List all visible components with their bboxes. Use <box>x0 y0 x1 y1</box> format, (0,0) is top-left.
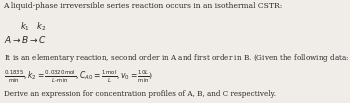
Text: Derive an expression for concentration profiles of A, B, and C respectively.: Derive an expression for concentration p… <box>4 90 275 98</box>
Text: $\frac{0.1835}{\mathrm{min}}, k_2 = \frac{0.0320\,\mathrm{mol}}{L\text{-}\mathrm: $\frac{0.1835}{\mathrm{min}}, k_2 = \fra… <box>4 69 153 85</box>
Text: It is an elementary reaction, second order in A and first order in B. (Given the: It is an elementary reaction, second ord… <box>4 52 350 64</box>
Text: $A \rightarrow B \rightarrow C$: $A \rightarrow B \rightarrow C$ <box>4 34 47 45</box>
Text: $k_1 \quad k_2$: $k_1 \quad k_2$ <box>20 21 47 33</box>
Text: A liquid-phase irreversible series reaction occurs in an isothermal CSTR:: A liquid-phase irreversible series react… <box>4 2 283 10</box>
